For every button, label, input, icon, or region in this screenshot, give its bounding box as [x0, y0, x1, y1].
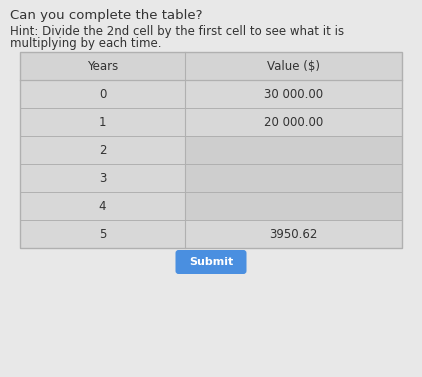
Bar	[185, 108, 402, 136]
Bar	[20, 108, 185, 136]
Text: 5: 5	[99, 227, 106, 241]
Bar	[185, 164, 402, 192]
Bar	[20, 52, 402, 80]
Bar	[185, 220, 402, 248]
Bar	[185, 80, 402, 108]
Bar	[20, 164, 185, 192]
Text: 4: 4	[99, 199, 106, 213]
Text: 0: 0	[99, 87, 106, 101]
Bar	[20, 52, 402, 248]
Text: 30 000.00: 30 000.00	[264, 87, 323, 101]
Bar	[20, 136, 185, 164]
Bar	[20, 192, 185, 220]
Bar	[20, 220, 185, 248]
Text: multiplying by each time.: multiplying by each time.	[10, 37, 162, 50]
Text: 3: 3	[99, 172, 106, 184]
Text: 3950.62: 3950.62	[269, 227, 318, 241]
Text: Value ($): Value ($)	[267, 60, 320, 72]
Text: Submit: Submit	[189, 257, 233, 267]
Bar	[20, 80, 185, 108]
Bar	[185, 192, 402, 220]
Bar	[20, 52, 402, 248]
FancyBboxPatch shape	[176, 250, 246, 274]
Text: 2: 2	[99, 144, 106, 156]
Bar	[185, 136, 402, 164]
Text: 20 000.00: 20 000.00	[264, 115, 323, 129]
Text: Can you complete the table?: Can you complete the table?	[10, 9, 203, 22]
Text: 1: 1	[99, 115, 106, 129]
Text: Hint: Divide the 2nd cell by the first cell to see what it is: Hint: Divide the 2nd cell by the first c…	[10, 25, 344, 38]
Text: Years: Years	[87, 60, 118, 72]
